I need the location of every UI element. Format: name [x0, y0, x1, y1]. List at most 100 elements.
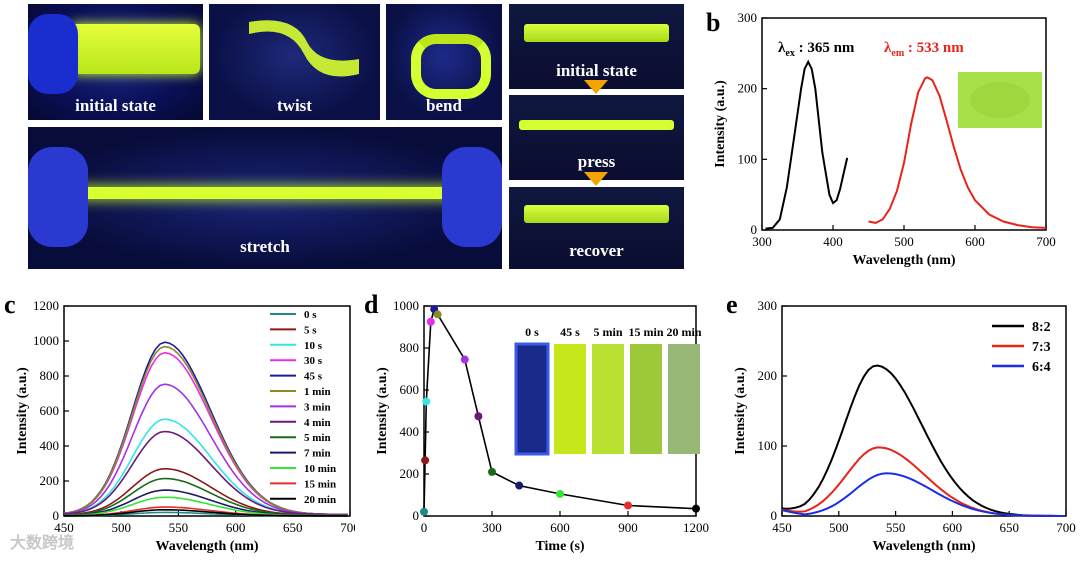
y-tick-label: 300 — [758, 298, 778, 313]
caption-side-recover: recover — [569, 241, 624, 260]
x-tick-label: 600 — [943, 520, 963, 535]
x-tick-label: 0 — [421, 520, 428, 535]
x-tick-label: 300 — [482, 520, 502, 535]
series-line-12 — [64, 509, 348, 517]
arrow-down-icon — [584, 80, 608, 94]
y-tick-label: 600 — [400, 382, 420, 397]
legend-label: 1 min — [304, 386, 331, 398]
legend-label: 8:2 — [1032, 320, 1051, 335]
y-axis-label: Intensity (a.u.) — [733, 367, 748, 455]
y-tick-label: 100 — [758, 438, 778, 453]
y-tick-label: 400 — [40, 438, 60, 453]
annotation-ex: λex : 365 nm — [778, 40, 855, 59]
legend-label: 10 min — [304, 463, 336, 475]
chart-c: 450 500 550 600 650 700 0 200 400 600 800 1000 1200 W… — [15, 298, 355, 554]
x-axis-label: Wavelength (nm) — [155, 539, 258, 554]
y-axis-label: Intensity (a.u.) — [375, 367, 390, 455]
data-point-0 — [420, 507, 428, 516]
photo-stretch: stretch — [28, 127, 502, 269]
x-axis-label: Wavelength (nm) — [872, 539, 975, 554]
x-axis-label: Wavelength (nm) — [852, 253, 955, 268]
x-tick-label: 400 — [823, 234, 843, 249]
legend-label: 30 s — [304, 355, 323, 367]
x-tick-label: 650 — [999, 520, 1019, 535]
inset-label: 15 min — [628, 325, 663, 339]
inset-label: 20 min — [666, 325, 701, 339]
y-tick-label: 200 — [400, 466, 420, 481]
series-line-0 — [781, 364, 1064, 517]
data-point-5 — [433, 310, 442, 319]
x-tick-label: 500 — [894, 234, 914, 249]
data-point-12 — [692, 504, 700, 513]
y-tick-label: 1000 — [33, 333, 59, 348]
data-point-8 — [488, 467, 496, 476]
x-tick-label: 600 — [550, 520, 570, 535]
y-tick-label: 100 — [738, 151, 758, 166]
chart-e: 450 500 550 600 650 700 0 100 200 300 Wavelength (… — [733, 298, 1076, 554]
data-point-7 — [474, 412, 483, 421]
series-line-0 — [765, 59, 849, 230]
y-tick-label: 0 — [751, 222, 758, 237]
panel-c-letter: c — [4, 290, 16, 319]
inset-film — [554, 344, 586, 454]
legend-label: 7 min — [304, 448, 331, 460]
caption-side-press: press — [577, 152, 616, 171]
legend-label: 20 min — [304, 494, 336, 506]
y-tick-label: 0 — [413, 508, 420, 523]
y-tick-label: 0 — [53, 508, 60, 523]
y-tick-label: 400 — [400, 424, 420, 439]
plot-frame — [781, 305, 1067, 517]
data-point-3 — [426, 317, 435, 326]
y-tick-label: 800 — [400, 340, 420, 355]
y-tick-label: 600 — [40, 403, 60, 418]
caption-initial-state: initial state — [75, 96, 156, 115]
y-tick-label: 1200 — [33, 298, 59, 313]
legend-label: 10 s — [304, 340, 323, 352]
legend-label: 45 s — [304, 371, 323, 383]
legend-label: 0 s — [304, 309, 317, 321]
x-tick-label: 700 — [1036, 234, 1056, 249]
data-point-9 — [515, 481, 524, 490]
panel-d-letter: d — [364, 290, 379, 319]
photo-initial-state: initial state — [28, 4, 203, 120]
y-tick-label: 800 — [40, 368, 60, 383]
annotation-em: λem : 533 nm — [884, 40, 964, 59]
y-tick-label: 200 — [40, 473, 60, 488]
x-tick-label: 550 — [886, 520, 906, 535]
legend-label: 7:3 — [1032, 340, 1051, 355]
chart-b: 300 400 500 600 700 0 100 200 300 Wavelength (nm)… — [713, 10, 1056, 268]
y-axis-label: Intensity (a.u.) — [713, 80, 728, 168]
x-tick-label: 600 — [965, 234, 985, 249]
data-point-11 — [624, 501, 632, 510]
x-tick-label: 600 — [226, 520, 246, 535]
legend-label: 4 min — [304, 417, 331, 429]
y-tick-label: 200 — [738, 81, 758, 96]
y-tick-label: 300 — [738, 10, 758, 25]
x-tick-label: 1200 — [683, 520, 709, 535]
x-axis-label: Time (s) — [535, 539, 584, 554]
photo-side-press: press — [509, 95, 684, 180]
data-point-2 — [422, 397, 431, 406]
x-tick-label: 500 — [829, 520, 849, 535]
caption-bend: bend — [426, 96, 462, 115]
caption-twist: twist — [277, 96, 312, 115]
x-tick-label: 650 — [283, 520, 303, 535]
photo-bend: bend — [386, 4, 502, 120]
y-tick-label: 1000 — [393, 298, 419, 313]
y-tick-label: 0 — [771, 508, 778, 523]
arrow-down-icon — [584, 172, 608, 186]
caption-stretch: stretch — [240, 237, 290, 256]
inset-photo-shade — [970, 82, 1030, 118]
y-axis-label: Intensity (a.u.) — [15, 367, 30, 455]
legend-label: 3 min — [304, 401, 331, 413]
inset-label: 45 s — [560, 325, 580, 339]
series-line-1 — [868, 76, 1047, 229]
inset-film — [668, 344, 700, 454]
x-tick-label: 700 — [340, 520, 355, 535]
legend-label: 5 s — [304, 324, 317, 336]
inset-label: 0 s — [525, 325, 539, 339]
photo-side-recover: recover — [509, 187, 684, 269]
x-tick-label: 450 — [54, 520, 74, 535]
panel-b-letter: b — [706, 8, 721, 37]
data-point-10 — [556, 489, 564, 498]
